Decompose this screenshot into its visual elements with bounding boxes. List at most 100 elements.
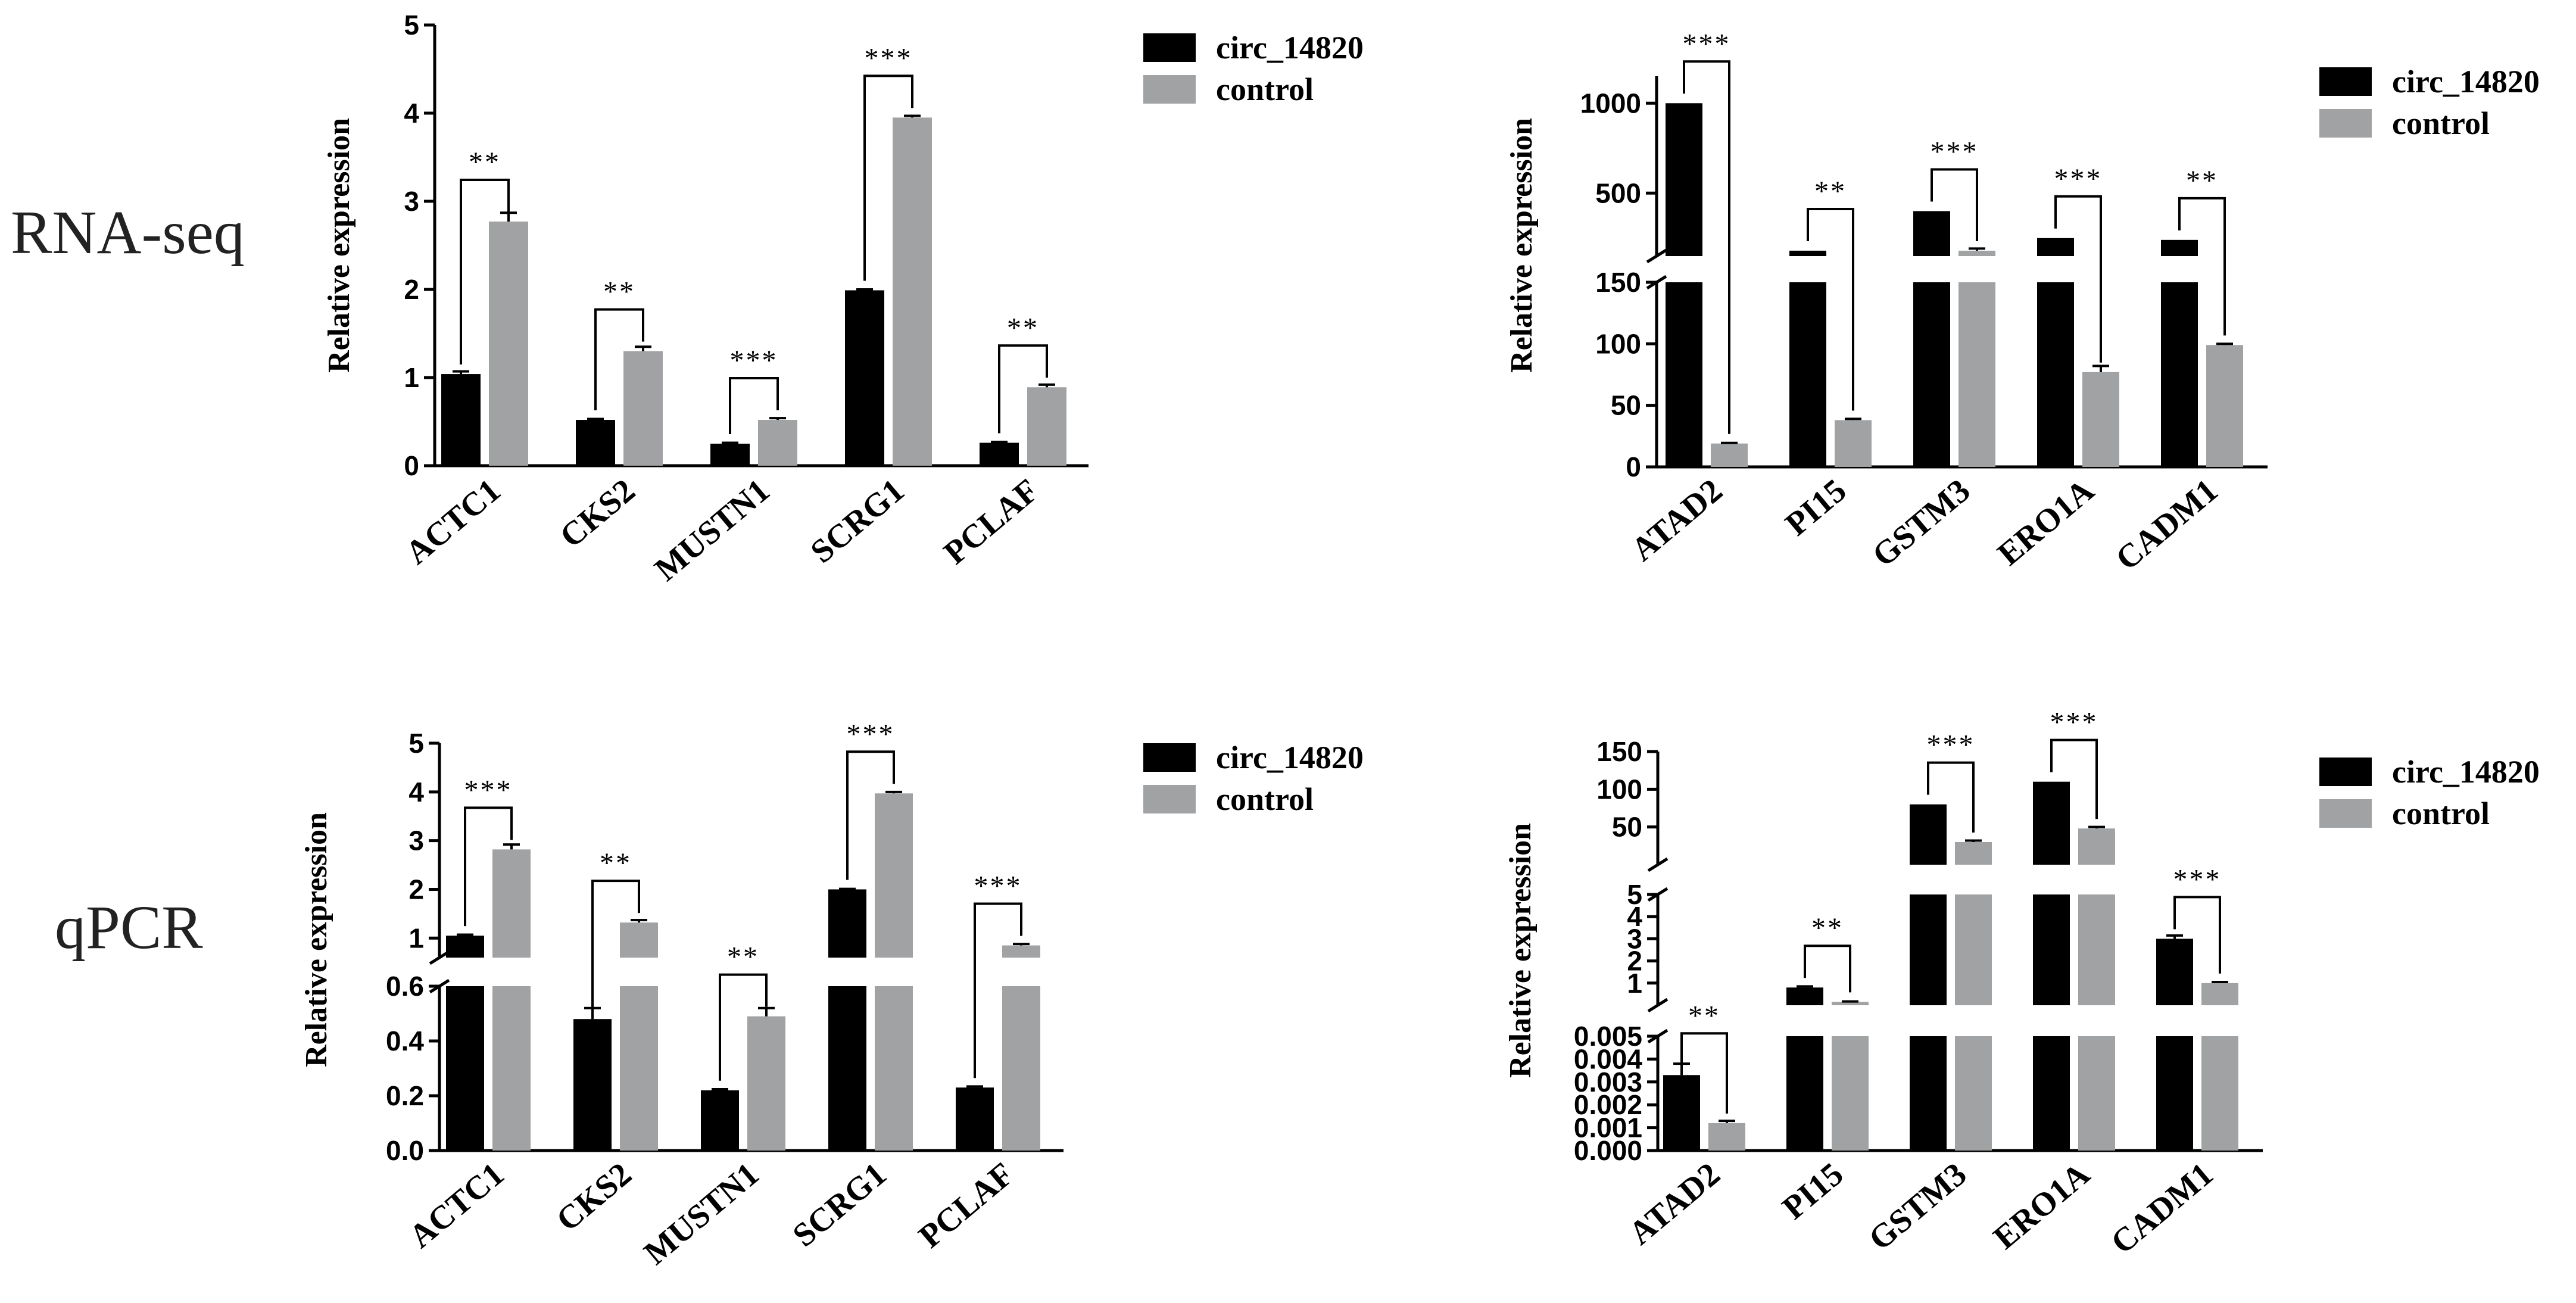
significance-bracket	[1683, 60, 1730, 434]
significance-label: ***	[1927, 730, 1975, 761]
bar-control	[1832, 1036, 1869, 1151]
bar-control	[1027, 387, 1066, 466]
significance-bracket	[863, 74, 913, 281]
axis-break-mark	[1647, 997, 1669, 1013]
legend-swatch-circ	[2319, 67, 2372, 96]
bar-circ	[2161, 239, 2198, 256]
significance-bracket	[719, 973, 768, 1081]
bar-circ	[2156, 939, 2193, 1005]
y-tick-label: 0.4	[386, 1025, 424, 1056]
significance-label: **	[727, 942, 759, 973]
bar-circ	[1910, 894, 1947, 1005]
y-tick-label: 0.6	[386, 971, 424, 1002]
significance-label: **	[600, 847, 632, 879]
bar-circ	[845, 290, 884, 466]
x-tick-label: GSTM3	[1862, 1155, 1974, 1258]
y-tick-label: 0.003	[1574, 1067, 1642, 1098]
bar-control	[620, 986, 658, 1151]
bar-circ	[701, 1090, 739, 1151]
significance-bracket	[1807, 207, 1854, 411]
y-tick-label: 5	[1627, 879, 1642, 910]
y-tick-label: 100	[1595, 328, 1641, 359]
legend-label: circ_14820	[1216, 30, 1364, 66]
y-tick-label: 3	[408, 825, 424, 856]
bar-circ	[1666, 282, 1702, 467]
legend-swatch-control	[1143, 75, 1196, 104]
significance-label: **	[2186, 165, 2218, 197]
axis-break-mark	[1647, 857, 1669, 872]
legend-swatch-circ	[1143, 743, 1196, 772]
chart-qpcr-left: 0.0 0.2 0.4 0.6 1 2 3 4 5 Relative expression *** A…	[300, 718, 1364, 1272]
y-tick-label: 50	[1612, 812, 1642, 843]
significance-label: ***	[2173, 864, 2222, 895]
bar-control	[2078, 828, 2115, 865]
significance-bracket	[2178, 197, 2226, 336]
bar-circ	[576, 420, 615, 466]
x-tick-label: CADM1	[2109, 472, 2225, 577]
bar-control	[620, 922, 658, 958]
bar-circ	[1786, 987, 1823, 1005]
significance-label: **	[603, 276, 635, 308]
bar-circ	[2033, 781, 2070, 865]
y-tick-label: 4	[1627, 901, 1642, 932]
significance-label: ***	[974, 871, 1022, 902]
bar-control	[1958, 282, 1995, 467]
y-axis-label: Relative expression	[1504, 823, 1538, 1078]
bar-circ	[2161, 282, 2198, 467]
bar-control	[758, 420, 797, 466]
bar-control	[1955, 842, 1992, 865]
y-tick-label: 100	[1596, 774, 1642, 805]
x-tick-label: SCRG1	[786, 1155, 893, 1254]
bar-circ	[446, 936, 484, 958]
bar-control	[2078, 1036, 2115, 1151]
bar-circ	[441, 374, 481, 466]
y-tick-label: 4	[408, 777, 424, 808]
y-tick-label: 0.2	[386, 1080, 424, 1111]
significance-bracket	[1804, 944, 1851, 993]
x-tick-label: MUSTN1	[648, 472, 776, 588]
legend-label: control	[2392, 796, 2490, 831]
bar-control	[2201, 1036, 2238, 1151]
x-tick-label: ERO1A	[1991, 472, 2101, 573]
bar-circ	[2156, 1036, 2193, 1151]
chart-rnaseq-left: 0 1 2 3 4 5 Relative expression ** ACTC1 ** CKS2 **…	[322, 10, 1364, 588]
bar-circ	[1910, 1036, 1947, 1151]
y-tick-label: 2	[1627, 946, 1642, 977]
bar-control	[747, 1016, 785, 1151]
x-tick-label: ACTC1	[402, 1155, 511, 1255]
significance-label: ***	[2050, 707, 2098, 738]
bar-circ	[573, 1019, 612, 1151]
bar-control	[875, 986, 913, 1151]
bar-control	[893, 117, 932, 466]
y-axis-label: Relative expression	[300, 812, 333, 1067]
bar-control	[2201, 983, 2238, 1005]
y-tick-label: 0	[1626, 451, 1641, 482]
bar-control	[1708, 1123, 1745, 1151]
legend-swatch-control	[2319, 799, 2372, 828]
y-axis-label: Relative expression	[322, 118, 356, 373]
y-tick-label: 0.004	[1574, 1043, 1643, 1074]
bar-control	[1955, 1036, 1992, 1151]
x-tick-label: PI15	[1779, 472, 1854, 543]
bar-control	[1002, 945, 1040, 958]
bar-circ	[710, 444, 750, 466]
bar-circ	[1789, 282, 1826, 467]
axis-break-mark	[1646, 248, 1667, 264]
bar-control	[1002, 986, 1040, 1151]
x-tick-label: CKS2	[550, 1155, 639, 1239]
significance-label: **	[1811, 912, 1844, 944]
significance-label: ***	[1931, 136, 1979, 168]
significance-label: ***	[2054, 163, 2103, 195]
legend-swatch-circ	[1143, 33, 1196, 62]
x-tick-label: PCLAF	[912, 1155, 1021, 1255]
significance-bracket	[729, 377, 779, 434]
legend-label: control	[1216, 71, 1314, 107]
y-tick-label: 2	[404, 274, 419, 305]
significance-label: ***	[1683, 28, 1731, 60]
significance-label: ***	[730, 345, 778, 376]
row-label-rnaseq: RNA-seq	[11, 198, 245, 267]
bar-circ	[1789, 250, 1826, 256]
significance-label: ***	[464, 774, 513, 806]
bar-circ	[980, 442, 1019, 466]
